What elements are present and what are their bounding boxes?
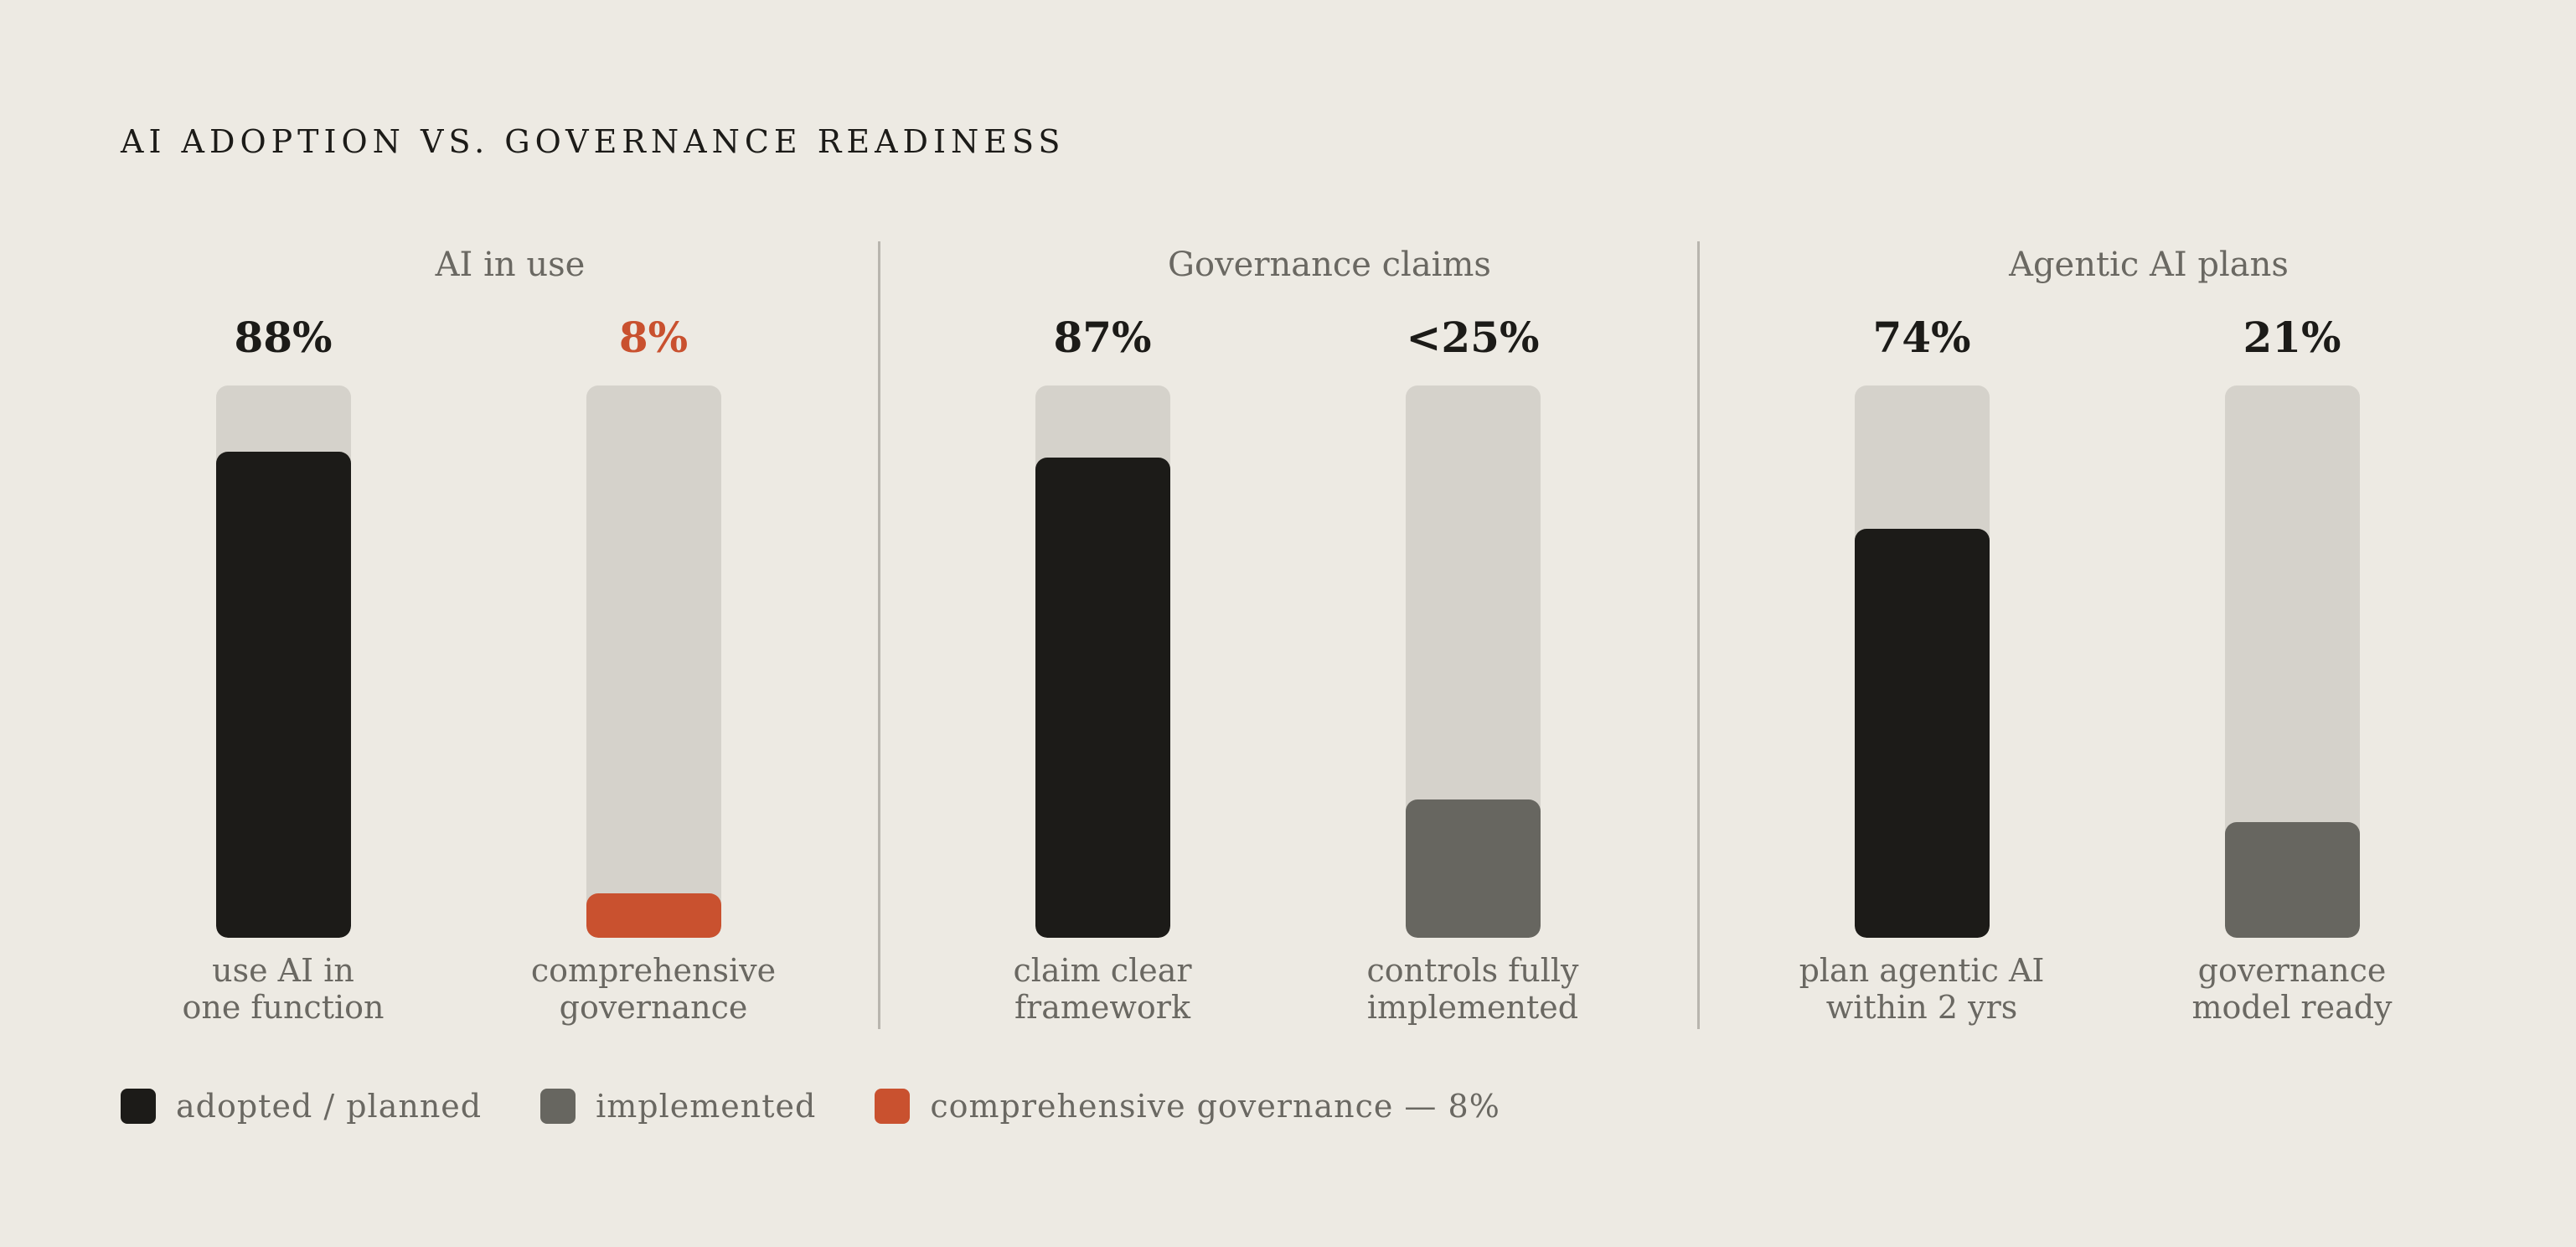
bar-category-label-line: comprehensive bbox=[530, 952, 777, 989]
group-title: AI in use bbox=[435, 246, 586, 284]
bar-value-label: 88% bbox=[234, 313, 333, 362]
bar-column: 8% comprehensive governance bbox=[528, 241, 779, 1029]
bar-fill bbox=[216, 452, 351, 938]
bar-category-label-line: controls fully bbox=[1366, 952, 1579, 989]
bar-fill bbox=[586, 893, 721, 938]
bar-track bbox=[2225, 385, 2360, 938]
chart-group-1: AI in use 88% use AI in one function 8% compr… bbox=[101, 241, 920, 1029]
bar-category-label: plan agentic AI within 2 yrs bbox=[1788, 952, 2056, 1026]
bar-track bbox=[1035, 385, 1170, 938]
legend-item-comprehensive: comprehensive governance — 8% bbox=[875, 1088, 1500, 1125]
bar-category-label-line: governance bbox=[2197, 952, 2387, 989]
legend-label-adopted: adopted / planned bbox=[176, 1088, 483, 1125]
bar-column: 74% plan agentic AI within 2 yrs bbox=[1796, 241, 2047, 1029]
bar-column: 21% governance model ready bbox=[2166, 241, 2418, 1029]
chart-title: AI ADOPTION VS. GOVERNANCE READINESS bbox=[121, 123, 1066, 160]
legend-item-adopted: adopted / planned bbox=[121, 1088, 482, 1125]
bar-column: 87% claim clear framework bbox=[977, 241, 1228, 1029]
group-title: Governance claims bbox=[1168, 246, 1491, 284]
bar-category-label: governance model ready bbox=[2158, 952, 2426, 1026]
bar-category-label-line: within 2 yrs bbox=[1825, 989, 2018, 1026]
bar-fill bbox=[2225, 822, 2360, 938]
bar-fill bbox=[1035, 458, 1170, 938]
chart-group-3: Agentic AI plans 74% plan agentic AI within… bbox=[1739, 241, 2558, 1029]
bar-value-label: 74% bbox=[1872, 313, 1971, 362]
bar-column: <25% controls fully implemented bbox=[1347, 241, 1598, 1029]
legend-label-implemented: implemented bbox=[596, 1088, 817, 1125]
chart-group-2: Governance claims 87% claim clear framework… bbox=[920, 241, 1739, 1029]
bar-category-label: comprehensive governance bbox=[519, 952, 787, 1026]
bar-category-label: use AI in one function bbox=[149, 952, 417, 1026]
legend: adopted / planned implemented comprehens… bbox=[121, 1083, 1559, 1130]
bar-track bbox=[1855, 385, 1990, 938]
group-title: Agentic AI plans bbox=[2009, 246, 2289, 284]
bar-value-label: <25% bbox=[1406, 313, 1540, 362]
bar-column: 88% use AI in one function bbox=[157, 241, 409, 1029]
bar-fill bbox=[1406, 799, 1541, 938]
bar-category-label-line: framework bbox=[1014, 989, 1190, 1026]
bar-category-label: controls fully implemented bbox=[1339, 952, 1607, 1026]
bar-category-label-line: use AI in bbox=[212, 952, 354, 989]
bar-track bbox=[586, 385, 721, 938]
bar-category-label-line: implemented bbox=[1366, 989, 1579, 1026]
bar-category-label-line: model ready bbox=[2191, 989, 2393, 1026]
group-divider bbox=[878, 241, 880, 1029]
bar-value-label: 21% bbox=[2243, 313, 2341, 362]
legend-swatch-implemented bbox=[540, 1089, 576, 1124]
bar-category-label-line: plan agentic AI bbox=[1799, 952, 2045, 989]
bar-track bbox=[216, 385, 351, 938]
bar-value-label: 87% bbox=[1053, 313, 1152, 362]
bar-fill bbox=[1855, 529, 1990, 938]
bar-category-label-line: claim clear bbox=[1013, 952, 1192, 989]
bar-category-label: claim clear framework bbox=[968, 952, 1236, 1026]
bar-value-label: 8% bbox=[618, 313, 689, 362]
group-divider bbox=[1697, 241, 1700, 1029]
legend-swatch-comprehensive bbox=[875, 1089, 911, 1124]
legend-item-implemented: implemented bbox=[540, 1088, 816, 1125]
legend-label-comprehensive: comprehensive governance — 8% bbox=[930, 1088, 1500, 1125]
legend-swatch-adopted bbox=[121, 1089, 156, 1124]
bar-category-label-line: governance bbox=[559, 989, 748, 1026]
bar-track bbox=[1406, 385, 1541, 938]
bar-category-label-line: one function bbox=[182, 989, 385, 1026]
